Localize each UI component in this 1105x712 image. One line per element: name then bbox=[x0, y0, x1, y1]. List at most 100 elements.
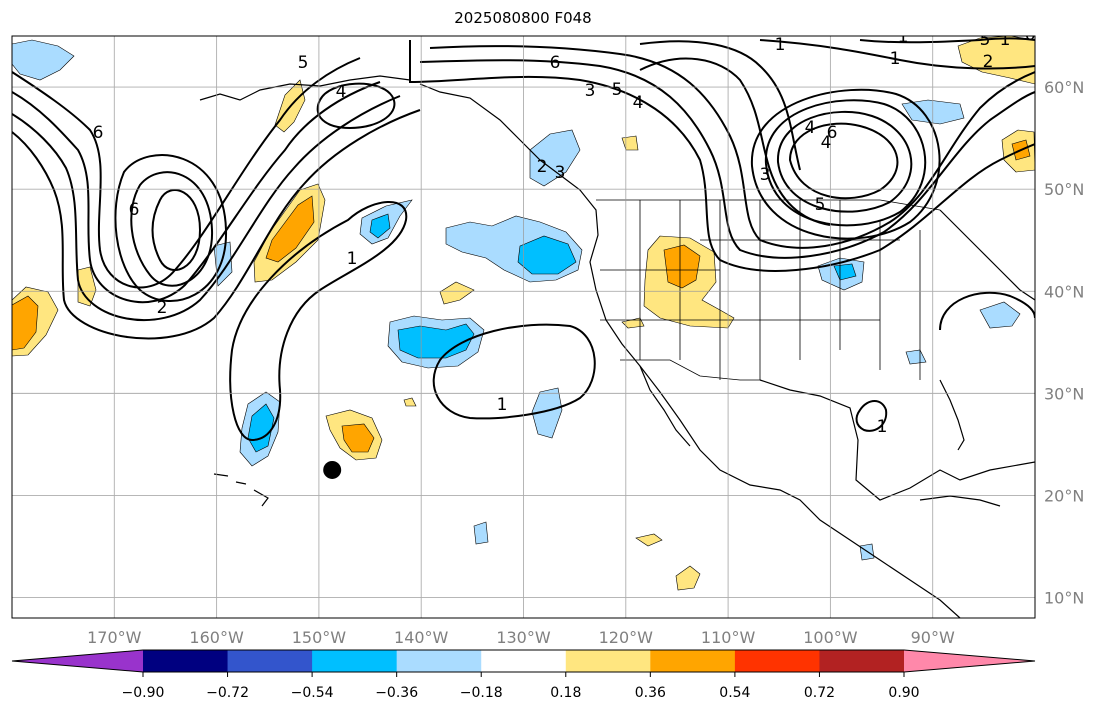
chart-title: 2025080800 F048 bbox=[454, 9, 592, 27]
colorbar-band bbox=[819, 650, 905, 672]
contour-line bbox=[12, 95, 401, 321]
lat-tick-label: 50°N bbox=[1044, 180, 1084, 199]
colorbar-band bbox=[565, 650, 651, 672]
fill-region bbox=[12, 295, 39, 351]
fill-region bbox=[265, 195, 315, 263]
fill-region bbox=[473, 521, 489, 545]
contour-label: 4 bbox=[805, 118, 816, 138]
lon-tick-label: 140°W bbox=[394, 628, 449, 647]
contour-line bbox=[12, 109, 421, 340]
contour-line bbox=[12, 57, 361, 289]
contour-label: 1 bbox=[877, 417, 888, 437]
contour-label: 2 bbox=[537, 157, 548, 177]
contour-label: 2 bbox=[983, 52, 994, 72]
coastlines bbox=[199, 75, 1035, 618]
colorbar-tick-label: −0.72 bbox=[206, 685, 249, 701]
contour-line bbox=[429, 45, 1035, 249]
coastline-baja bbox=[639, 365, 691, 447]
fill-region bbox=[905, 349, 927, 365]
contour-label: 3 bbox=[760, 165, 771, 185]
contour-label: 6 bbox=[129, 200, 140, 220]
contour-line bbox=[750, 88, 941, 240]
fill-region bbox=[403, 397, 417, 407]
contour-line bbox=[939, 291, 1035, 331]
contour-label: 3 bbox=[555, 163, 566, 183]
storm-center-marker bbox=[323, 460, 342, 479]
lat-tick-label: 20°N bbox=[1044, 486, 1084, 505]
lon-tick-label: 160°W bbox=[189, 628, 244, 647]
lon-tick-label: 170°W bbox=[87, 628, 142, 647]
contour-line bbox=[316, 82, 396, 130]
contour-label: 5 bbox=[815, 195, 826, 215]
anomaly-fills bbox=[12, 36, 1035, 591]
lat-tick-label: 10°N bbox=[1044, 589, 1084, 608]
latitude-tick-labels: 60°N 50°N 40°N 30°N 20°N 10°N bbox=[1044, 78, 1084, 608]
lon-tick-label: 90°W bbox=[911, 628, 955, 647]
contour-label: 1 bbox=[775, 35, 786, 55]
border-states bbox=[600, 200, 921, 380]
contour-label: 6 bbox=[827, 123, 838, 143]
contour-line bbox=[151, 189, 202, 271]
lon-tick-label: 110°W bbox=[701, 628, 756, 647]
colorbar-tick-label: −0.90 bbox=[122, 685, 165, 701]
colorbar-tick-label: 0.90 bbox=[888, 685, 919, 701]
lat-tick-label: 40°N bbox=[1044, 282, 1084, 301]
colorbar-tick-label: −0.54 bbox=[291, 685, 334, 701]
fill-region bbox=[369, 213, 391, 239]
contour-label: 5 bbox=[612, 80, 623, 100]
height-contours bbox=[12, 37, 1035, 442]
coastline-alaska bbox=[199, 75, 411, 101]
fill-region bbox=[12, 39, 75, 81]
contour-label: 1 bbox=[890, 49, 901, 69]
contour-line bbox=[114, 154, 228, 302]
colorbar-tick-label: −0.36 bbox=[375, 685, 418, 701]
contour-line bbox=[130, 171, 214, 287]
fill-region bbox=[635, 533, 663, 547]
lat-tick-label: 30°N bbox=[1044, 384, 1084, 403]
colorbar-tick-label: 0.18 bbox=[550, 685, 581, 701]
lon-tick-label: 150°W bbox=[292, 628, 347, 647]
longitude-tick-labels: 170°W 160°W 150°W 140°W 130°W 120°W 110°W 100°W… bbox=[87, 628, 955, 647]
colorbar-extend-max bbox=[904, 650, 1035, 672]
colorbar-band bbox=[481, 650, 567, 672]
border-us-mexico bbox=[620, 359, 760, 381]
colorbar-tick-label: 0.72 bbox=[804, 685, 835, 701]
fill-region bbox=[663, 244, 701, 289]
fill-region bbox=[397, 323, 475, 359]
fill-region bbox=[517, 235, 577, 275]
contour-line bbox=[639, 57, 831, 226]
colorbar: −0.90 −0.72 −0.54 −0.36 −0.18 0.18 0.36 0.54 0.7… bbox=[11, 649, 1036, 701]
fill-region bbox=[531, 387, 563, 439]
contour-line bbox=[12, 81, 381, 304]
contour-label: 1 bbox=[497, 395, 508, 415]
contour-label: 6 bbox=[550, 53, 561, 73]
contour-label: 4 bbox=[336, 82, 347, 102]
lat-tick-label: 60°N bbox=[1044, 78, 1084, 97]
contour-line bbox=[639, 40, 801, 171]
contour-label: 3 bbox=[585, 81, 596, 101]
colorbar-tick-label: −0.18 bbox=[460, 685, 503, 701]
contour-line bbox=[788, 122, 899, 200]
contour-label: 4 bbox=[821, 133, 832, 153]
fill-region bbox=[529, 129, 581, 187]
plot-frame bbox=[11, 35, 1036, 619]
colorbar-tick-label: 0.54 bbox=[719, 685, 750, 701]
colorbar-band bbox=[650, 650, 736, 672]
colorbar-band bbox=[396, 650, 482, 672]
political-borders bbox=[409, 40, 941, 381]
lon-tick-label: 120°W bbox=[599, 628, 654, 647]
lon-tick-label: 130°W bbox=[496, 628, 551, 647]
coastline-north-america-west bbox=[419, 83, 961, 618]
contour-label: 5 bbox=[298, 53, 309, 73]
contour-line bbox=[776, 110, 913, 213]
contour-line bbox=[229, 201, 408, 442]
colorbar-band bbox=[143, 650, 229, 672]
fill-region bbox=[675, 565, 701, 591]
contour-line bbox=[764, 99, 927, 227]
colorbar-band bbox=[227, 650, 313, 672]
contour-line bbox=[409, 40, 1035, 272]
contour-label: 1 bbox=[347, 249, 358, 269]
coastline-cuba bbox=[919, 495, 1001, 507]
gridlines bbox=[12, 36, 1035, 618]
contour-label: 1 bbox=[898, 27, 909, 47]
